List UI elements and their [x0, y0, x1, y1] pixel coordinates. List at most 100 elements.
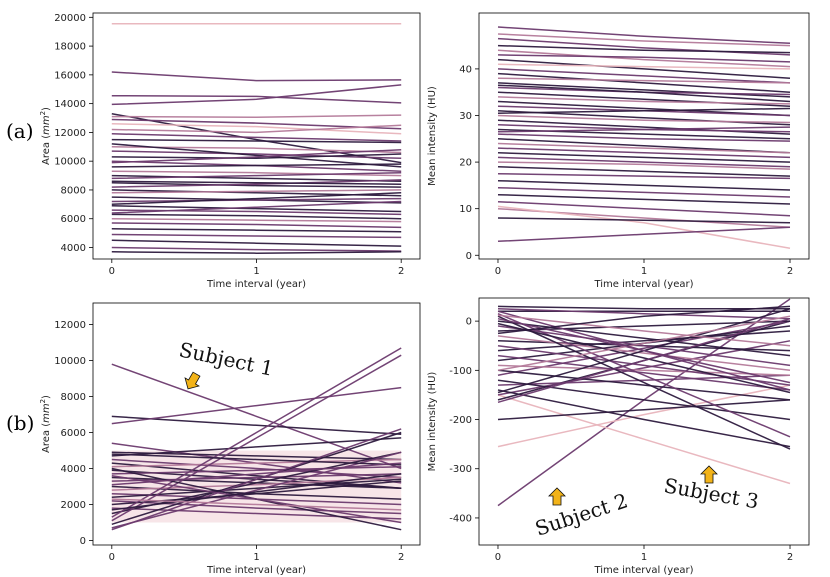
series-line [497, 152, 791, 163]
series-line [111, 148, 402, 164]
series-line [111, 94, 402, 104]
y-tick-label: 14000 [54, 99, 86, 110]
series-line [111, 150, 402, 160]
y-tick-label: 8000 [61, 185, 86, 196]
x-tick-label: 2 [398, 552, 404, 563]
series-line [497, 335, 791, 372]
data-layer-b-right [497, 298, 791, 507]
series-line [497, 91, 791, 107]
y-tick-label: 20000 [54, 13, 86, 24]
data-layer-b-left [111, 347, 402, 531]
series-line [497, 205, 791, 250]
series-line [497, 142, 791, 154]
series-line [497, 344, 791, 386]
y-tick-label: 0 [466, 251, 472, 262]
series-line [497, 107, 791, 114]
chart-b-right: 0 1 2 -400 -300 -200 -100 0 Time interval (year)… [427, 297, 810, 576]
x-axis-label: Time interval (year) [593, 565, 693, 576]
series-line [497, 308, 791, 320]
series-line [111, 180, 402, 185]
series-line [497, 186, 791, 198]
series-line [497, 49, 791, 68]
series-line [111, 458, 402, 468]
series-line [497, 226, 791, 243]
chart-b-left: 0 1 2 0 2000 4000 6000 8000 10000 12000 Time inter… [39, 302, 421, 576]
x-tick-label: 2 [787, 266, 793, 277]
x-tick-label: 2 [787, 552, 793, 563]
y-axis-label: Mean intensity (HU) [427, 372, 438, 472]
series-line [111, 415, 402, 436]
series-line [111, 170, 402, 177]
x-tick-label: 1 [641, 552, 647, 563]
series-line [497, 166, 791, 177]
data-layer-a-left [111, 23, 402, 254]
y-tick-label: 4000 [61, 464, 86, 475]
series-line [497, 310, 791, 391]
series-line [497, 320, 791, 357]
series-line [497, 330, 791, 352]
series-line [111, 462, 402, 490]
y-tick-label: 8000 [61, 392, 86, 403]
chart-a-left: 0 1 2 4000 6000 8000 10000 12000 14000 16000 18000… [39, 12, 421, 290]
series-line [497, 100, 791, 117]
series-line [497, 68, 791, 84]
series-line [111, 171, 402, 180]
annotation-subject-2: Subject 2 [532, 488, 630, 540]
series-line [497, 200, 791, 217]
series-line [497, 305, 791, 335]
x-axis-label: Time interval (year) [206, 279, 306, 290]
series-line [497, 313, 791, 438]
y-axis-label: Area (mm2) [39, 107, 52, 165]
series-line [111, 428, 402, 531]
series-line [111, 213, 402, 220]
series-line [111, 153, 402, 160]
y-tick-label: 30 [459, 111, 472, 122]
axes-frame [478, 297, 810, 546]
series-line [111, 354, 402, 522]
series-line [111, 246, 402, 252]
series-line [111, 437, 402, 457]
series-line [497, 305, 790, 310]
panel-label-a: (a) [6, 119, 34, 143]
y-tick-label: 0 [80, 536, 86, 547]
series-line [497, 389, 791, 448]
data-layer-a-right [497, 26, 791, 250]
series-line [497, 147, 791, 159]
series-line [111, 473, 402, 511]
series-line [111, 233, 402, 239]
series-line [497, 86, 791, 96]
series-line [497, 77, 791, 84]
series-line [111, 84, 402, 106]
series-line [111, 197, 402, 203]
series-line [111, 347, 402, 518]
series-line [111, 182, 402, 188]
series-line [111, 222, 402, 229]
series-line [111, 228, 402, 233]
y-tick-label: 10 [459, 204, 472, 215]
arrow-icon-subject-2 [548, 487, 566, 506]
y-tick-label: 12000 [54, 128, 86, 139]
series-line [111, 114, 402, 119]
series-line [111, 474, 402, 524]
series-line [497, 138, 791, 154]
series-line [111, 124, 402, 134]
series-line [111, 174, 402, 183]
axes-frame [92, 12, 421, 260]
y-tick-label: 10000 [54, 356, 86, 367]
series-line [497, 156, 791, 168]
series-line [111, 123, 402, 135]
series-line [111, 386, 402, 425]
arrow-icon-subject-1 [184, 371, 201, 390]
series-line [111, 133, 402, 142]
x-tick-label: 0 [109, 552, 115, 563]
y-tick-label: 18000 [54, 42, 86, 53]
series-line [497, 317, 791, 404]
series-line [111, 205, 402, 213]
series-line [111, 217, 402, 223]
series-line [111, 189, 402, 194]
series-line [111, 71, 402, 82]
series-line [111, 363, 402, 470]
series-line [497, 394, 791, 485]
series-line [111, 251, 402, 254]
